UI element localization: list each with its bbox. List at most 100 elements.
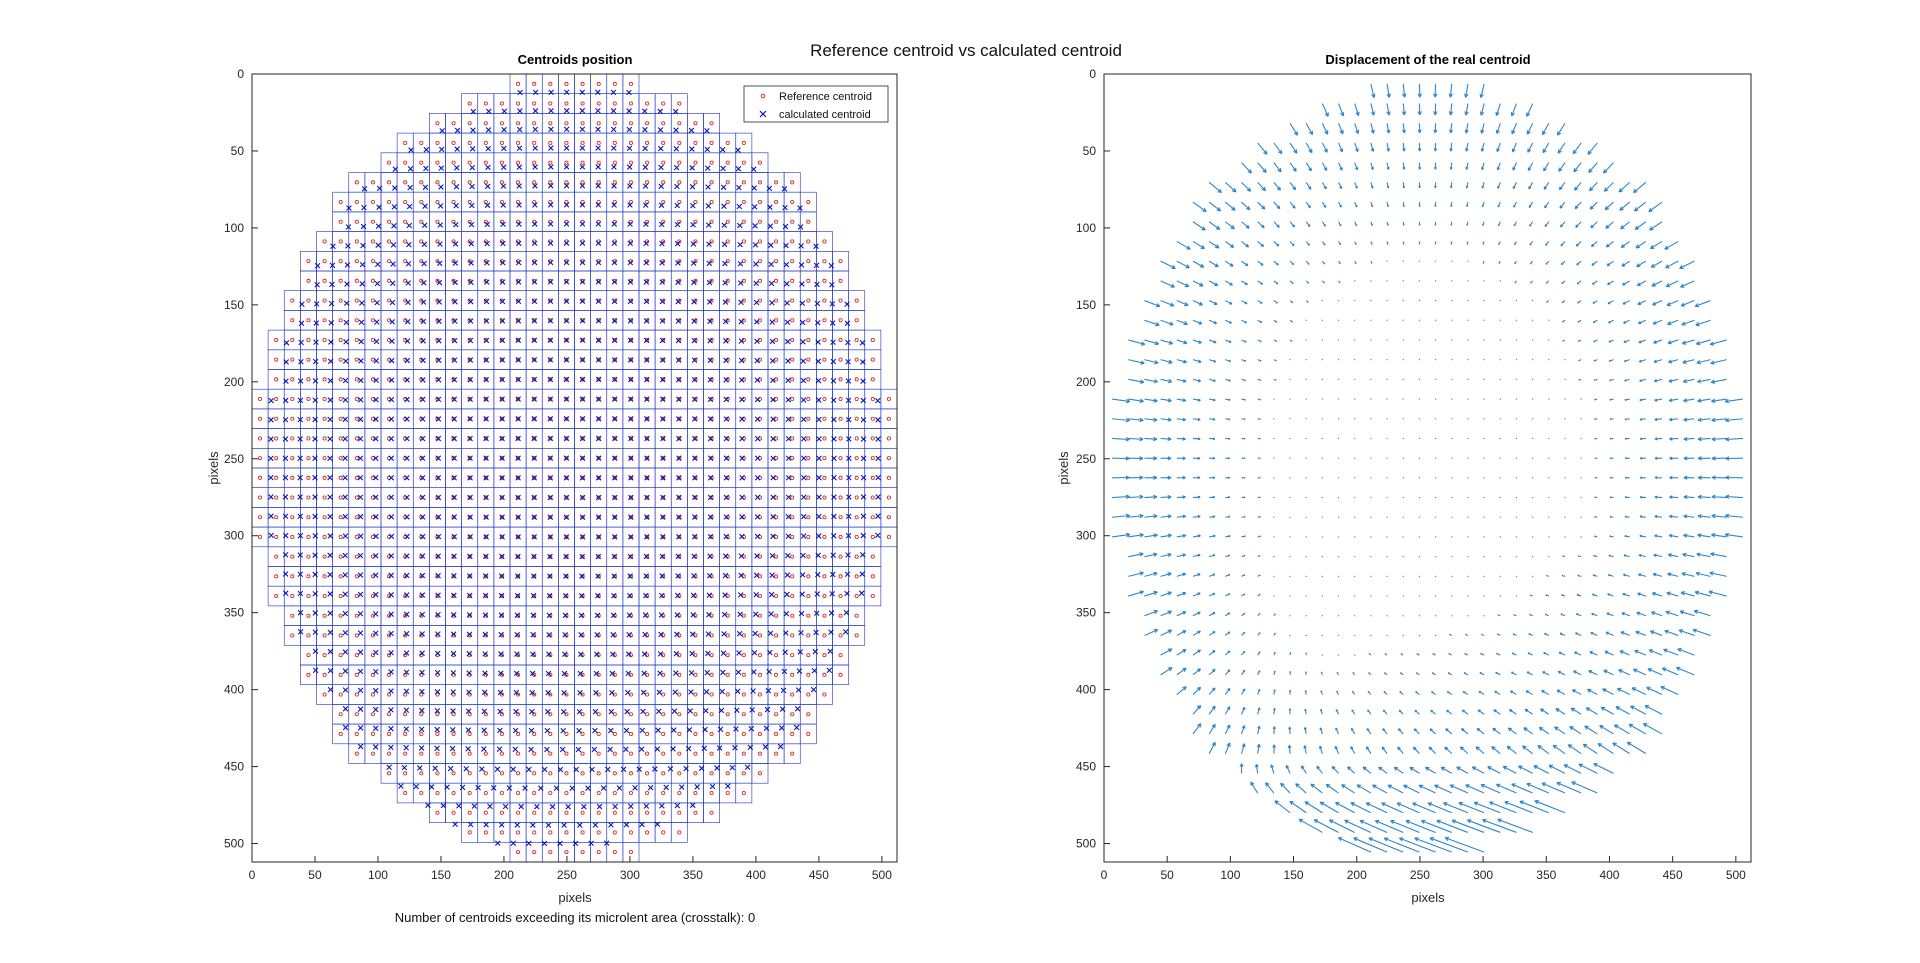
displacement-arrow <box>1396 802 1420 814</box>
calculated-centroid-point <box>675 298 682 305</box>
calculated-centroid-point <box>530 612 537 619</box>
displacement-arrow <box>1491 745 1501 755</box>
calculated-centroid-point <box>547 415 554 422</box>
reference-centroid-point <box>596 377 601 382</box>
displacement-arrow <box>1257 707 1261 715</box>
displacement-arrow <box>1224 201 1236 211</box>
calculated-centroid-point <box>770 435 776 442</box>
displacement-arrow <box>1347 766 1356 774</box>
displacement-arrow <box>1176 339 1188 345</box>
reference-centroid-point <box>822 633 827 638</box>
calculated-centroid-point <box>531 298 538 305</box>
reference-centroid-point <box>838 337 843 343</box>
calculated-centroid-point <box>547 573 553 579</box>
calculated-centroid-point <box>625 651 632 657</box>
calculated-centroid-point <box>435 572 441 579</box>
calculated-centroid-point <box>313 320 320 326</box>
reference-centroid-point <box>741 259 746 264</box>
displacement-arrow <box>1607 300 1614 305</box>
reference-centroid-point <box>838 357 843 362</box>
reference-centroid-point <box>790 515 795 520</box>
reference-centroid-point <box>387 219 392 224</box>
reference-centroid-point <box>838 456 843 461</box>
calculated-centroid-point <box>360 242 366 249</box>
reference-centroid-point <box>370 456 375 461</box>
calculated-centroid-point <box>676 396 682 403</box>
displacement-arrow <box>1502 765 1517 774</box>
calculated-centroid-point <box>327 610 333 617</box>
reference-centroid-point <box>322 278 327 283</box>
displacement-arrow <box>1621 260 1630 267</box>
displacement-arrow <box>1305 241 1311 246</box>
calculated-centroid-point <box>327 648 334 655</box>
reference-centroid-point <box>564 712 569 717</box>
calculated-centroid-point <box>450 650 457 657</box>
displacement-arrow <box>1653 378 1663 383</box>
reference-centroid-point <box>870 574 875 579</box>
reference-centroid-point <box>661 712 666 717</box>
reference-centroid-point <box>483 396 488 402</box>
reference-centroid-point <box>564 810 569 815</box>
calculated-centroid-point <box>515 376 522 383</box>
reference-centroid-point <box>661 751 666 756</box>
displacement-arrow <box>1289 652 1292 656</box>
reference-centroid-point <box>725 771 730 776</box>
calculated-centroid-point <box>452 279 458 286</box>
calculated-centroid-point <box>548 145 554 151</box>
calculated-centroid-point <box>858 590 865 597</box>
displacement-arrow <box>1225 378 1231 382</box>
calculated-centroid-point <box>676 494 682 501</box>
displacement-arrow <box>1418 202 1421 207</box>
calculated-centroid-point <box>706 260 713 267</box>
reference-centroid-point <box>564 357 569 362</box>
calculated-centroid-point <box>753 319 760 325</box>
calculated-centroid-point <box>494 840 501 846</box>
displacement-arrow <box>1417 142 1422 152</box>
calculated-centroid-point <box>754 533 761 540</box>
displacement-arrow <box>1241 554 1246 558</box>
calculated-centroid-point <box>797 205 803 211</box>
displacement-arrow <box>1683 398 1695 403</box>
displacement-arrow <box>1666 300 1679 307</box>
calculated-centroid-point <box>719 146 726 153</box>
reference-centroid-point <box>338 318 343 323</box>
displacement-arrow <box>1144 494 1158 500</box>
calculated-centroid-point <box>482 592 489 599</box>
reference-centroid-point <box>645 810 650 815</box>
reference-centroid-point <box>886 475 891 480</box>
calculated-centroid-point <box>628 396 634 402</box>
calculated-centroid-point <box>784 280 790 287</box>
reference-centroid-point <box>596 318 601 323</box>
displacement-arrow <box>1518 765 1533 774</box>
displacement-arrow <box>1514 260 1517 265</box>
calculated-centroid-point <box>388 591 394 598</box>
displacement-arrow <box>1697 436 1711 442</box>
calculated-centroid-point <box>435 553 441 559</box>
calculated-centroid-point <box>327 358 334 365</box>
reference-centroid-point <box>757 259 762 264</box>
displacement-arrow <box>1273 241 1280 247</box>
calculated-centroid-point <box>723 416 730 422</box>
displacement-arrow <box>1257 437 1261 440</box>
calculated-centroid-point <box>388 669 394 675</box>
calculated-centroid-point <box>467 494 473 501</box>
reference-centroid-point <box>516 830 521 835</box>
reference-centroid-point <box>806 731 811 737</box>
calculated-centroid-point <box>698 765 705 772</box>
reference-centroid-point <box>548 751 553 756</box>
reference-centroid-point <box>306 672 311 677</box>
displacement-arrow <box>1370 162 1374 171</box>
displacement-arrow <box>1623 359 1630 363</box>
calculated-centroid-point <box>563 435 570 442</box>
calculated-centroid-point <box>785 533 792 539</box>
reference-centroid-point <box>725 751 730 756</box>
calculated-centroid-point <box>579 221 586 227</box>
reference-centroid-point <box>419 712 424 717</box>
calculated-centroid-point <box>563 107 570 114</box>
reference-centroid-point <box>435 712 440 717</box>
reference-centroid-point <box>338 416 343 421</box>
displacement-arrow <box>1523 727 1533 735</box>
reference-centroid-point <box>725 692 730 697</box>
reference-centroid-point <box>725 160 730 165</box>
calculated-centroid-point <box>845 397 852 404</box>
